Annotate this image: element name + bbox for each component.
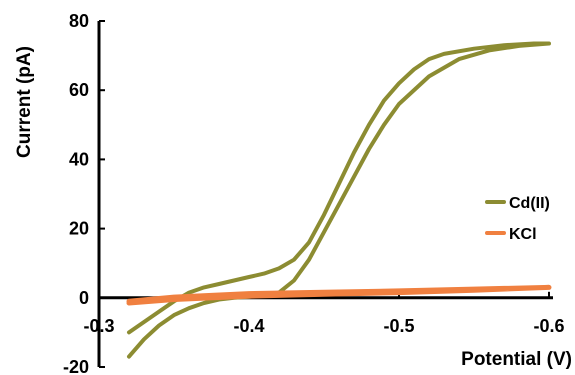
y-tick-label: 60 [69, 80, 89, 100]
y-tick-label: 20 [69, 219, 89, 239]
series-line-cd-ii [127, 41, 551, 359]
legend: Cd(II) KCl [485, 195, 550, 243]
y-tick-label: 40 [69, 149, 89, 169]
legend-label-cd-ii: Cd(II) [509, 195, 550, 212]
x-axis-title: Potential (V) [461, 349, 572, 370]
x-tick-label: -0.5 [383, 316, 414, 336]
series-line-kcl [126, 284, 552, 306]
series-layer [126, 41, 552, 359]
x-tick-label: -0.3 [83, 316, 114, 336]
axes [97, 20, 553, 368]
y-axis-title: Current (pA) [14, 46, 35, 158]
tick-labels: 80 60 40 20 0 -20 -0.3 -0.4 -0.5 -0.6 [63, 11, 565, 375]
y-tick-label: -20 [63, 357, 89, 375]
x-tick-label: -0.4 [233, 316, 264, 336]
legend-label-kcl: KCl [509, 226, 537, 243]
y-tick-label: 0 [79, 288, 89, 308]
x-tick-label: -0.6 [533, 316, 564, 336]
y-tick-label: 80 [69, 11, 89, 31]
